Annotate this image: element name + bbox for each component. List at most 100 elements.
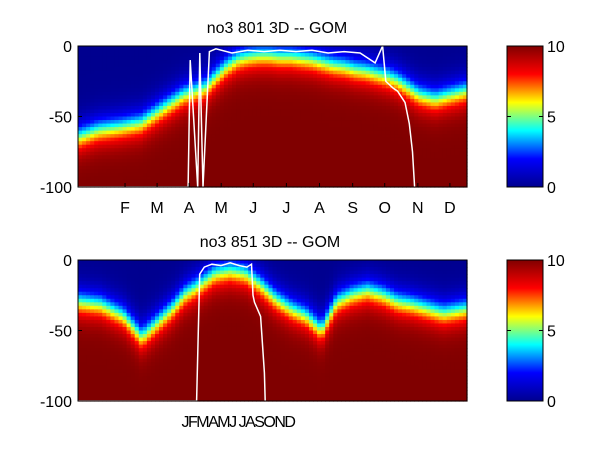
- heatmap-cell: [244, 95, 249, 100]
- heatmap-cell: [78, 309, 83, 314]
- heatmap-cell: [458, 95, 464, 100]
- heatmap-cell: [90, 74, 95, 79]
- heatmap-cell: [223, 179, 229, 185]
- heatmap-cell: [369, 81, 375, 86]
- heatmap-cell: [288, 67, 294, 72]
- heatmap-cell: [272, 123, 278, 128]
- heatmap-cell: [333, 123, 338, 128]
- heatmap-cell: [118, 56, 124, 61]
- heatmap-cell: [357, 116, 363, 121]
- heatmap-cell: [414, 46, 419, 51]
- heatmap-cell: [276, 53, 282, 58]
- heatmap-cell: [418, 144, 424, 149]
- heatmap-cell: [361, 151, 367, 156]
- heatmap-cell: [175, 179, 180, 185]
- heatmap-cell: [329, 102, 334, 107]
- heatmap-cell: [272, 176, 278, 181]
- heatmap-cell: [110, 319, 116, 325]
- heatmap-cell: [154, 274, 160, 279]
- heatmap-cell: [94, 70, 99, 75]
- heatmap-cell: [134, 291, 140, 296]
- heatmap-cell: [167, 102, 172, 107]
- heatmap-cell: [276, 60, 282, 65]
- heatmap-cell: [94, 390, 99, 395]
- heatmap-cell: [82, 323, 87, 328]
- heatmap-cell: [333, 56, 338, 61]
- heatmap-cell: [244, 169, 249, 174]
- heatmap-cell: [357, 127, 363, 132]
- heatmap-cell: [171, 81, 176, 86]
- heatmap-cell: [122, 151, 128, 156]
- heatmap-cell: [223, 176, 229, 181]
- heatmap-cell: [134, 179, 140, 185]
- heatmap-cell: [390, 162, 395, 167]
- heatmap-cell: [78, 77, 83, 82]
- heatmap-cell: [159, 63, 164, 68]
- heatmap-cell: [102, 116, 107, 121]
- heatmap-cell: [102, 344, 107, 349]
- heatmap-cell: [418, 81, 424, 86]
- heatmap-cell: [361, 158, 367, 163]
- heatmap-cell: [122, 298, 128, 303]
- heatmap-cell: [134, 326, 140, 332]
- heatmap-cell: [207, 105, 213, 111]
- heatmap-cell: [102, 155, 107, 160]
- heatmap-cell: [398, 137, 403, 142]
- heatmap-cell: [199, 74, 205, 79]
- heatmap-cell: [219, 179, 225, 185]
- heatmap-cell: [300, 91, 306, 96]
- heatmap-cell: [353, 84, 359, 89]
- heatmap-cell: [260, 123, 265, 128]
- heatmap-cell: [264, 81, 270, 86]
- heatmap-cell: [223, 158, 229, 163]
- heatmap-cell: [146, 319, 152, 325]
- heatmap-cell: [195, 46, 201, 51]
- heatmap-cell: [454, 70, 460, 75]
- heatmap-cell: [240, 81, 245, 86]
- heatmap-cell: [442, 134, 448, 139]
- heatmap-cell: [385, 148, 391, 153]
- heatmap-cell: [422, 49, 428, 54]
- heatmap-cell: [187, 326, 193, 332]
- heatmap-cell: [175, 70, 180, 75]
- heatmap-cell: [146, 56, 152, 61]
- heatmap-cell: [142, 137, 148, 142]
- heatmap-cell: [171, 263, 176, 268]
- heatmap-cell: [110, 112, 116, 118]
- heatmap-cell: [134, 337, 140, 342]
- heatmap-cell: [130, 95, 136, 100]
- heatmap-cell: [159, 102, 164, 107]
- heatmap-cell: [313, 123, 318, 128]
- heatmap-cell: [369, 67, 375, 72]
- heatmap-cell: [171, 169, 176, 174]
- heatmap-cell: [394, 151, 399, 156]
- heatmap-cell: [418, 151, 424, 156]
- heatmap-cell: [159, 316, 164, 321]
- heatmap-cell: [82, 169, 87, 174]
- heatmap-cell: [442, 77, 448, 82]
- heatmap-cell: [292, 95, 298, 100]
- heatmap-cell: [175, 120, 180, 125]
- heatmap-cell: [357, 46, 363, 51]
- heatmap-cell: [385, 151, 391, 156]
- heatmap-cell: [252, 165, 257, 170]
- heatmap-cell: [288, 130, 294, 135]
- heatmap-cell: [223, 88, 229, 93]
- heatmap-cell: [78, 302, 83, 307]
- heatmap-cell: [98, 337, 103, 342]
- heatmap-cell: [207, 84, 213, 89]
- heatmap-cell: [268, 148, 274, 153]
- heatmap-cell: [90, 337, 95, 342]
- heatmap-cell: [138, 386, 144, 392]
- heatmap-cell: [272, 67, 278, 72]
- heatmap-cell: [410, 130, 415, 135]
- heatmap-cell: [78, 351, 83, 356]
- heatmap-cell: [244, 158, 249, 163]
- heatmap-cell: [134, 376, 140, 381]
- heatmap-cell: [82, 95, 87, 100]
- heatmap-cell: [146, 172, 152, 178]
- heatmap-cell: [280, 162, 286, 167]
- heatmap-cell: [146, 81, 152, 86]
- heatmap-cell: [325, 155, 330, 160]
- heatmap-cell: [183, 130, 188, 135]
